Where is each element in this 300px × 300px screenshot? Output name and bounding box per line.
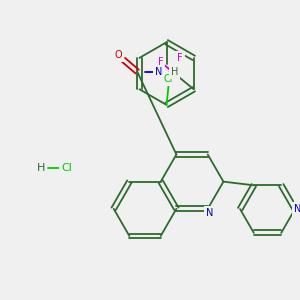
Text: Cl: Cl bbox=[61, 163, 72, 172]
Text: F: F bbox=[158, 57, 163, 67]
Text: N: N bbox=[206, 208, 213, 218]
Text: H: H bbox=[171, 67, 178, 76]
Text: F: F bbox=[156, 70, 161, 80]
Text: N: N bbox=[155, 67, 162, 76]
Text: Cl: Cl bbox=[164, 74, 173, 84]
Text: H: H bbox=[37, 163, 45, 172]
Text: O: O bbox=[115, 50, 122, 60]
Text: F: F bbox=[177, 53, 183, 63]
Text: N: N bbox=[294, 204, 300, 214]
